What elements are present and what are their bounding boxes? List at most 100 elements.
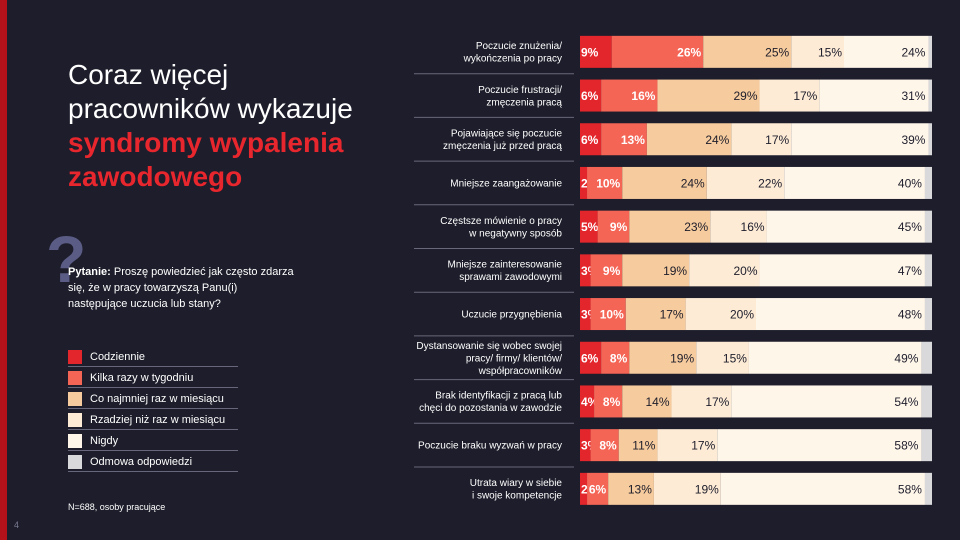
category-label: Mniejsze zaangażowanie (450, 178, 562, 189)
bar-segment (731, 123, 792, 156)
category-label: Poczucie frustracji/zmęczenia pracą (478, 85, 562, 109)
legend-label: Codziennie (90, 350, 146, 363)
data-label: 15% (818, 45, 842, 59)
data-label: 24% (681, 176, 705, 190)
data-label: 11% (632, 439, 655, 453)
bar-segment (703, 35, 792, 68)
question-label: Pytanie: (68, 266, 111, 278)
bar-segment (618, 429, 658, 462)
bar-segment (611, 35, 704, 68)
data-label: 17% (705, 395, 729, 409)
bar-segment (685, 298, 756, 331)
data-label: 16% (631, 89, 655, 103)
bar-segment (580, 254, 591, 287)
data-label: 8% (603, 395, 621, 409)
data-label: 19% (670, 351, 694, 365)
data-label: 58% (894, 439, 918, 453)
bar-segment (629, 210, 711, 243)
category-label: Poczucie braku wyzwań w pracy (418, 441, 562, 452)
bar-segment (759, 79, 820, 112)
question-mark-icon: ? (46, 222, 87, 296)
bar-segment (580, 385, 595, 418)
bar-segment (657, 79, 760, 112)
bar-segment (766, 210, 925, 243)
category-label-line: pracy/ firmy/ klientów/ (466, 353, 562, 364)
bar-segment (791, 35, 844, 68)
data-label: 9% (581, 45, 599, 59)
category-label: Dystansowanie się wobec swojej pracy/ fir… (416, 341, 562, 377)
legend-label: Kilka razy w tygodniu (90, 371, 194, 384)
bar-segment (791, 123, 929, 156)
data-label: 8% (599, 439, 617, 453)
bar-segment (928, 123, 932, 156)
category-label-line: Utrata wiary w siebie (470, 478, 563, 489)
bar-segment (928, 35, 932, 68)
data-label: 8% (610, 351, 628, 365)
category-label: Pojawiające się poczucie zmęczenia już pr… (443, 129, 562, 153)
data-label: 16% (741, 220, 765, 234)
category-label-line: Brak identyfikacji z pracą lub (435, 391, 562, 402)
bar-segment (759, 254, 925, 287)
bar-segment (689, 254, 760, 287)
bar-segment (671, 385, 732, 418)
bar-segment (928, 79, 932, 112)
legend-item: Nigdy (68, 430, 238, 451)
bar-segment (748, 341, 922, 374)
data-label: 9% (610, 220, 628, 234)
bar-segment (706, 166, 785, 199)
legend-label: Rzadziej niż raz w miesiącu (90, 413, 226, 426)
legend-swatch (68, 454, 82, 469)
bar-segment (590, 298, 626, 331)
legend-separator (68, 471, 238, 472)
data-label: 15% (723, 351, 747, 365)
data-label: 22% (758, 176, 782, 190)
bar-segment (921, 429, 932, 462)
bar-segment (601, 79, 658, 112)
bar-segment (696, 341, 749, 374)
bar-segment (580, 341, 602, 374)
bar-segment (601, 123, 647, 156)
bar-segment (819, 79, 929, 112)
legend-separator (68, 429, 238, 430)
legend-item: Odmowa odpowiedzi (68, 451, 238, 472)
data-label: 17% (660, 308, 684, 322)
legend-label: Co najmniej raz w miesiącu (90, 392, 224, 405)
data-label: 25% (765, 45, 789, 59)
category-label-line: Poczucie znużenia/ (476, 41, 562, 52)
data-label: 26% (677, 45, 701, 59)
data-label: 17% (765, 133, 789, 147)
data-label: 6% (581, 351, 599, 365)
title-line-2: pracowników wykazuje (68, 93, 353, 124)
category-label: Brak identyfikacji z pracą lub chęci do p… (419, 391, 562, 415)
data-label: 47% (898, 264, 922, 278)
category-label-line: zmęczenia już przed pracą (443, 141, 562, 152)
data-label: 6% (589, 482, 607, 496)
title-highlight-2: zawodowego (68, 161, 243, 192)
bar-segment (622, 385, 672, 418)
bar-segment (587, 166, 623, 199)
data-label: 48% (898, 308, 922, 322)
category-label: Uczucie przygnębienia (461, 310, 562, 321)
bar-segment (580, 298, 591, 331)
bar-segment (720, 472, 925, 505)
legend-label: Nigdy (90, 434, 119, 447)
data-label: 58% (898, 482, 922, 496)
data-label: 17% (691, 439, 715, 453)
data-label: 54% (894, 395, 918, 409)
data-label: 20% (730, 308, 754, 322)
data-label: 24% (705, 133, 729, 147)
bar-segment (587, 472, 609, 505)
legend-item: Co najmniej raz w miesiącu (68, 388, 238, 409)
bar-segment (580, 79, 602, 112)
legend-swatch (68, 370, 82, 385)
data-label: 6% (581, 89, 599, 103)
bar-segment (629, 341, 697, 374)
category-label-line: i swoje kompetencje (472, 491, 562, 502)
bar-segment (590, 429, 619, 462)
category-label-line: Poczucie braku wyzwań w pracy (418, 441, 562, 452)
bar-segment (924, 298, 932, 331)
data-label: 14% (645, 395, 669, 409)
legend-swatch (68, 391, 82, 406)
data-label: 13% (621, 133, 645, 147)
data-label: 39% (901, 133, 925, 147)
